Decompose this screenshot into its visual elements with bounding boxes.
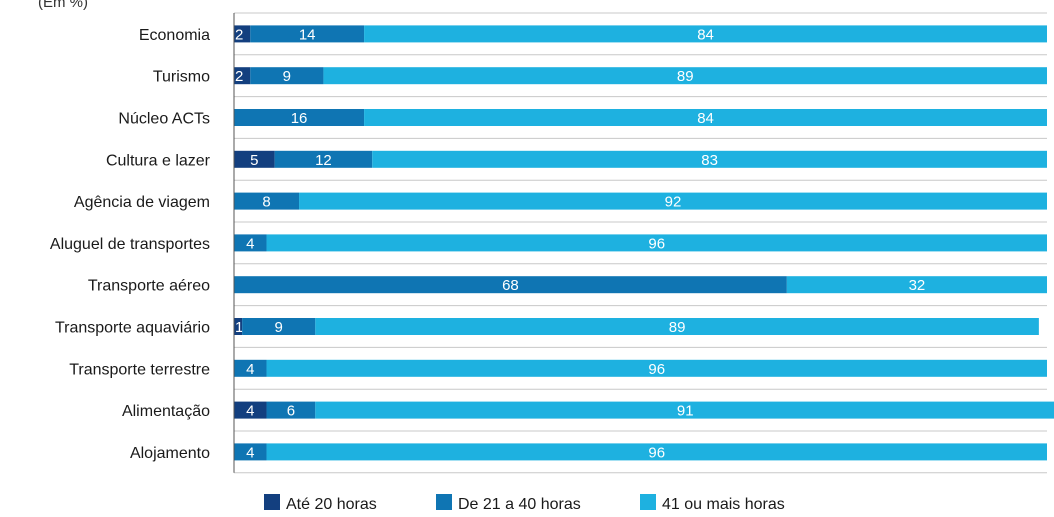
data-label: 96 (648, 361, 665, 378)
bar-segment (234, 109, 365, 126)
data-label: 2 (235, 26, 243, 43)
category-label: Turismo (153, 69, 210, 86)
bar-segment (323, 67, 1047, 85)
bar-segment (234, 359, 267, 377)
data-label: 89 (669, 319, 686, 336)
bar-segment (234, 150, 275, 168)
category-label: Alojamento (130, 445, 210, 462)
unit-label: (Em %) (38, 0, 88, 11)
data-label: 92 (665, 194, 682, 211)
bar-segment (266, 443, 1047, 461)
bar-segment (364, 109, 1048, 126)
data-label: 4 (246, 235, 254, 252)
bar-segment (266, 401, 316, 419)
bar-segment (234, 25, 251, 43)
bar-segment (234, 443, 267, 461)
data-label: 68 (502, 277, 519, 294)
category-labels: Economia Turismo Núcleo ACTs Cultura e laze… (50, 27, 211, 462)
bar-segment (786, 276, 1047, 294)
category-label: Economia (139, 27, 210, 44)
data-label: 91 (677, 403, 694, 420)
category-label: Núcleo ACTs (118, 111, 210, 128)
bar-segment (274, 150, 373, 168)
category-label: Cultura e lazer (106, 152, 211, 169)
data-label: 4 (246, 361, 254, 378)
bar-segment (234, 192, 300, 210)
data-label: 84 (697, 110, 714, 127)
category-label: Agência de viagem (74, 194, 210, 211)
bar-segment (315, 318, 1039, 335)
bars: 2148429890168451283089204960683219890496… (234, 25, 1054, 461)
data-label: 9 (275, 319, 283, 336)
bar-segment (234, 318, 243, 335)
legend-label: Até 20 horas (286, 496, 377, 513)
bar-segment (234, 401, 267, 419)
data-label: 4 (246, 444, 254, 461)
data-label: 96 (648, 444, 665, 461)
category-label: Alimentação (122, 403, 210, 420)
category-label: Transporte aéreo (88, 278, 210, 295)
bar-segment (250, 25, 365, 43)
data-label: 4 (246, 403, 254, 420)
category-label: Aluguel de transportes (50, 236, 210, 253)
data-label: 89 (677, 68, 694, 85)
data-label: 12 (315, 152, 332, 169)
bar-segment (250, 67, 324, 85)
data-label: 2 (235, 68, 243, 85)
bar-segment (372, 150, 1048, 168)
data-label: 96 (648, 235, 665, 252)
bar-segment (242, 318, 316, 335)
data-label: 83 (701, 152, 718, 169)
data-label: 84 (697, 26, 714, 43)
category-label: Transporte terrestre (69, 361, 210, 378)
data-label: 16 (291, 110, 308, 127)
legend: Até 20 horas De 21 a 40 horas 41 ou mais h… (264, 494, 785, 513)
legend-swatch (264, 494, 280, 510)
bar-segment (266, 234, 1047, 252)
category-label: Transporte aquaviário (55, 320, 210, 337)
data-label: 9 (283, 68, 291, 85)
bar-segment (234, 67, 251, 85)
legend-label: 41 ou mais horas (662, 496, 785, 513)
data-label: 32 (909, 277, 926, 294)
legend-label: De 21 a 40 horas (458, 496, 581, 513)
legend-swatch (640, 494, 656, 510)
data-label: 5 (250, 152, 258, 169)
data-label: 8 (262, 194, 270, 211)
bar-segment (299, 192, 1047, 210)
data-label: 6 (287, 403, 295, 420)
legend-swatch (436, 494, 452, 510)
bar-segment (315, 401, 1054, 419)
data-label: 14 (299, 26, 316, 43)
bar-segment (234, 276, 787, 294)
data-label: 1 (235, 319, 243, 336)
bar-segment (234, 234, 267, 252)
bar-segment (364, 25, 1048, 43)
bar-segment (266, 359, 1047, 377)
grid-lines (234, 12, 1047, 474)
